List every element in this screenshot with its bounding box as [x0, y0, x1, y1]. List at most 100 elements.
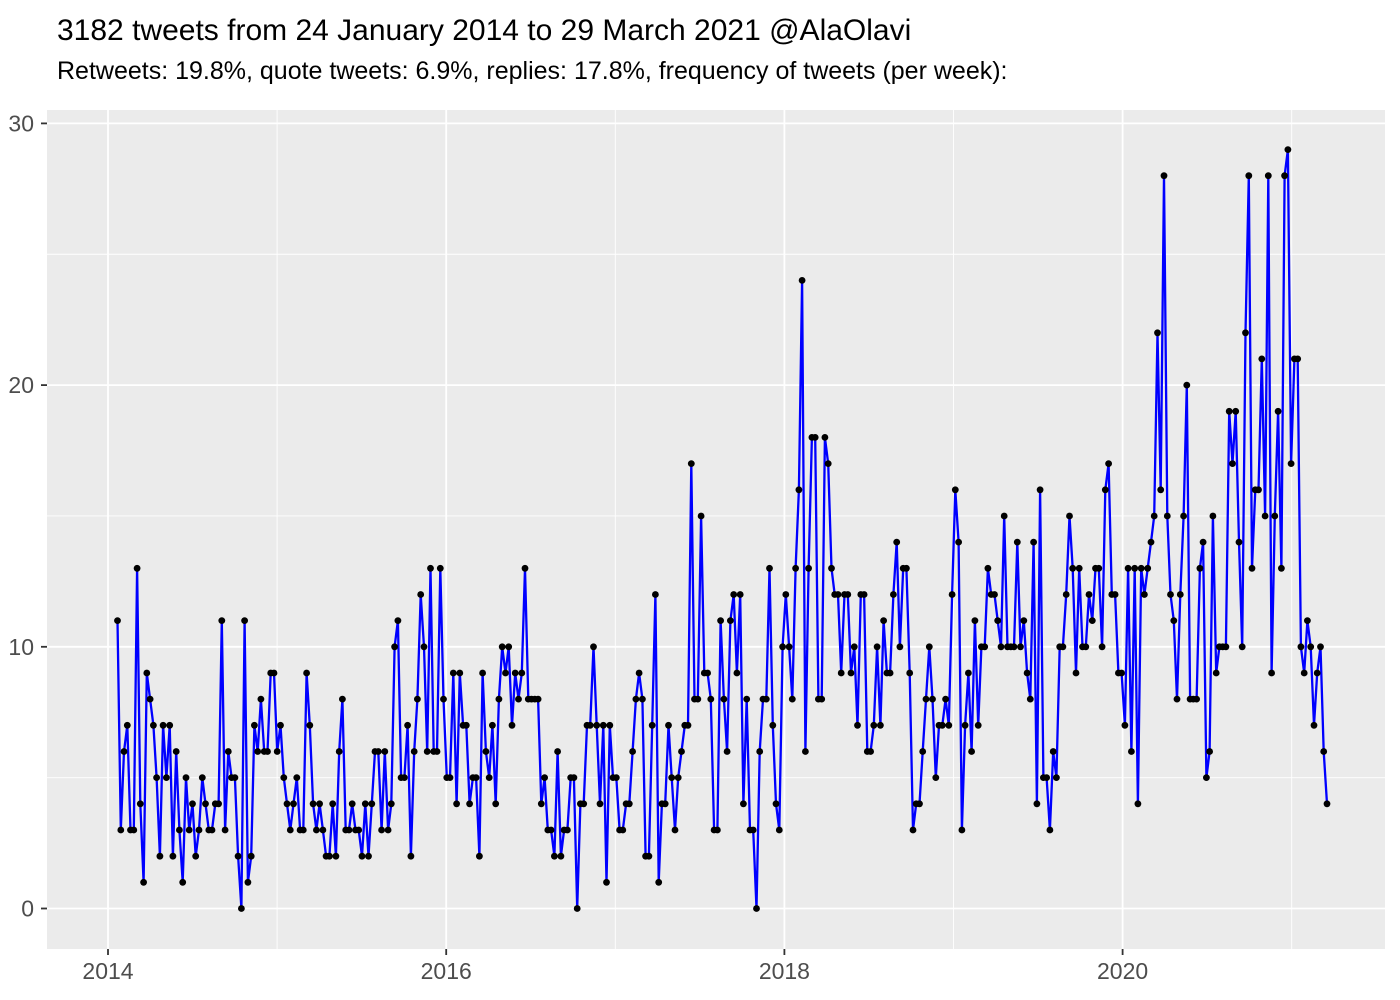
data-point: [449, 669, 457, 677]
data-point: [753, 905, 760, 912]
data-point: [1264, 172, 1272, 180]
data-point: [625, 800, 633, 808]
data-point: [427, 564, 434, 572]
data-point: [824, 460, 832, 467]
data-point: [811, 434, 819, 441]
data-point: [909, 826, 917, 834]
data-point: [290, 800, 297, 808]
data-point: [877, 721, 884, 729]
data-point: [150, 721, 157, 729]
tweets-per-week-line: [116, 148, 1329, 910]
data-point: [1095, 564, 1103, 572]
data-point: [394, 617, 402, 624]
data-point: [234, 852, 242, 860]
data-point: [1124, 564, 1132, 572]
data-point: [596, 800, 604, 808]
data-point: [280, 774, 288, 781]
data-point: [198, 774, 206, 781]
data-point: [1131, 564, 1139, 572]
data-point: [971, 617, 979, 624]
data-point: [798, 277, 806, 284]
data-point: [345, 826, 353, 834]
data-point: [1271, 512, 1279, 520]
x-tick-label: 2014: [82, 958, 133, 984]
data-point: [303, 669, 310, 677]
data-point: [1300, 669, 1308, 677]
data-point: [674, 774, 682, 781]
data-point: [120, 748, 128, 755]
data-point: [890, 591, 897, 598]
data-point: [1235, 538, 1243, 546]
data-point: [762, 695, 770, 703]
data-point: [166, 721, 174, 729]
data-point: [612, 774, 620, 781]
data-point: [1199, 538, 1207, 546]
data-point: [247, 852, 255, 860]
data-point: [1209, 512, 1217, 520]
data-point: [182, 774, 190, 781]
data-point: [1121, 721, 1129, 729]
data-point: [671, 826, 679, 834]
data-point: [436, 564, 444, 572]
data-point: [1261, 512, 1269, 520]
data-point: [1183, 381, 1191, 389]
data-point: [769, 721, 777, 729]
data-point: [387, 800, 395, 808]
data-point: [984, 564, 992, 572]
data-point: [1066, 512, 1073, 520]
data-point: [384, 826, 392, 834]
data-point: [361, 800, 369, 808]
data-point: [1196, 564, 1204, 572]
data-point: [176, 826, 183, 834]
data-point: [414, 695, 421, 703]
data-point: [241, 617, 249, 624]
data-point: [948, 591, 956, 598]
data-point: [1258, 355, 1266, 363]
data-point: [1274, 407, 1282, 415]
data-point: [264, 748, 271, 755]
data-point: [736, 591, 744, 598]
chart-title: 3182 tweets from 24 January 2014 to 29 M…: [57, 14, 912, 47]
data-point: [1101, 486, 1109, 494]
data-point: [903, 564, 910, 572]
data-point: [779, 643, 786, 651]
data-point: [492, 800, 500, 808]
data-point: [299, 826, 307, 834]
data-point: [378, 826, 385, 834]
data-point: [195, 826, 203, 834]
data-point: [163, 774, 170, 781]
data-point: [446, 774, 454, 781]
data-point: [1049, 748, 1057, 755]
data-point: [1098, 643, 1106, 651]
data-points: [114, 146, 1331, 912]
data-point: [1167, 591, 1174, 598]
data-point: [365, 852, 372, 860]
x-tick-label: 2020: [1097, 958, 1148, 984]
x-tick-label: 2016: [421, 958, 472, 984]
data-point: [743, 695, 751, 703]
data-point: [1075, 564, 1083, 572]
data-point: [511, 669, 519, 677]
data-point: [1284, 146, 1292, 154]
x-tick-label: 2018: [759, 958, 810, 984]
data-point: [1232, 407, 1240, 415]
data-point: [462, 721, 470, 729]
data-point: [551, 852, 558, 860]
data-point: [332, 852, 340, 860]
data-point: [541, 774, 548, 781]
data-point: [740, 800, 747, 808]
data-point: [1255, 486, 1262, 494]
data-point: [335, 748, 343, 755]
data-point: [117, 826, 125, 834]
data-point: [1059, 643, 1067, 651]
data-point: [916, 800, 923, 808]
data-point: [123, 721, 131, 729]
data-point: [466, 800, 473, 808]
data-point: [932, 774, 940, 781]
data-point: [273, 748, 281, 755]
data-point: [1036, 486, 1044, 494]
data-point: [938, 721, 946, 729]
data-point: [714, 826, 721, 834]
data-point: [1150, 512, 1158, 520]
data-point: [1128, 748, 1135, 755]
